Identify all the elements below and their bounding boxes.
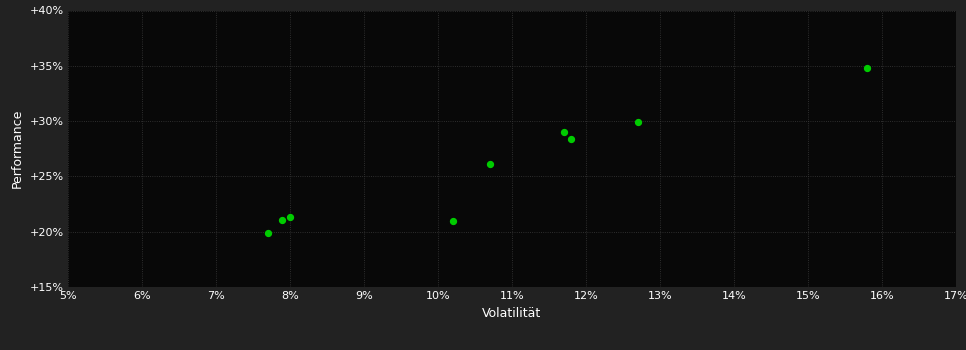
Point [860, 65, 875, 71]
Point [630, 119, 645, 125]
Point [274, 217, 290, 222]
Point [445, 218, 461, 223]
X-axis label: Volatilität: Volatilität [482, 307, 542, 320]
Point [556, 130, 572, 135]
Point [282, 215, 298, 220]
Point [563, 136, 579, 142]
Point [482, 161, 497, 167]
Y-axis label: Performance: Performance [11, 109, 24, 188]
Point [260, 230, 275, 236]
